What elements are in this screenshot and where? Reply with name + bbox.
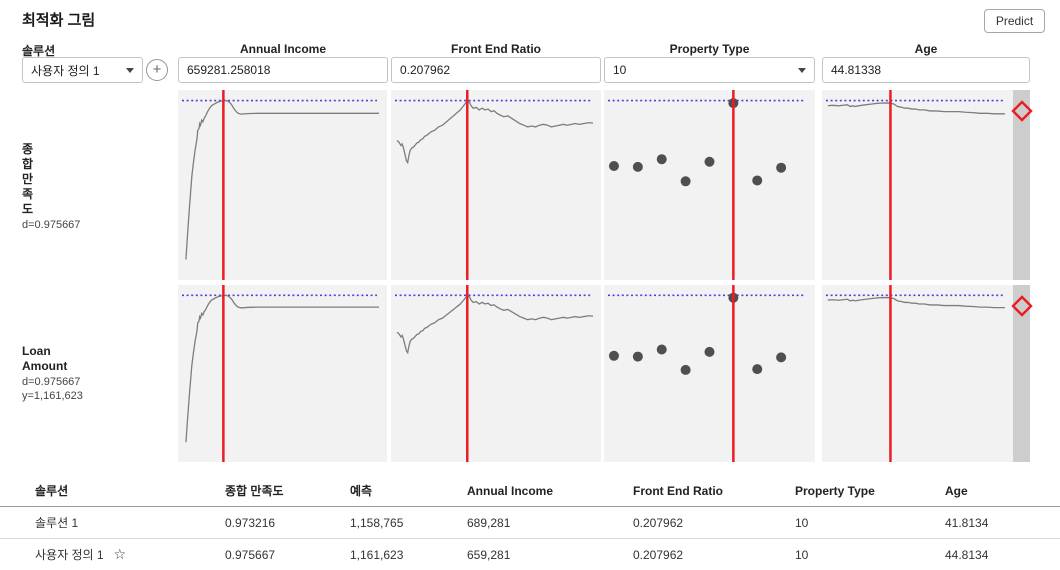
- cell-property-type: 10: [795, 506, 945, 539]
- cell-prediction: 1,161,623: [350, 538, 467, 570]
- age-input[interactable]: [831, 63, 1021, 77]
- factor-field-annual-income[interactable]: [178, 57, 388, 83]
- profiler-panel-loan-amount-property-type[interactable]: [604, 285, 815, 462]
- desirability-strip-row2[interactable]: [1010, 285, 1033, 462]
- table-row-solution-1[interactable]: 솔루션 1 0.973216 1,158,765 689,281 0.20796…: [0, 506, 1060, 539]
- response-name: Loan Amount: [22, 344, 68, 373]
- cell-age: 44.8134: [945, 538, 1060, 570]
- table-row-user-defined-1[interactable]: 사용자 정의 1 ☆ 0.975667 1,161,623 659,281 0.2…: [0, 538, 1060, 570]
- profiler-panel-desirability-property-type[interactable]: [604, 90, 815, 280]
- front-end-ratio-input[interactable]: [400, 63, 592, 77]
- property-type-dropdown-value: 10: [613, 63, 627, 77]
- cell-front-end-ratio: 0.207962: [633, 538, 795, 570]
- factor-label-annual-income: Annual Income: [239, 42, 326, 56]
- cell-annual-income: 689,281: [467, 506, 633, 539]
- col-header-age: Age: [945, 475, 1060, 507]
- col-header-overall-desirability: 종합 만족도: [225, 475, 350, 507]
- chevron-down-icon: [126, 67, 134, 73]
- table-header-row: 솔루션 종합 만족도 예측 Annual Income Front End Ra…: [0, 475, 1060, 507]
- factor-field-front-end-ratio[interactable]: [391, 57, 601, 83]
- profiler-panel-desirability-age[interactable]: [822, 90, 1013, 280]
- star-icon[interactable]: ☆: [113, 546, 127, 562]
- col-header-prediction: 예측: [350, 475, 467, 507]
- profiler-panel-desirability-annual-income[interactable]: [178, 90, 387, 280]
- chevron-down-icon: [798, 67, 806, 73]
- desirability-handle-icon[interactable]: [1010, 100, 1033, 122]
- predict-button[interactable]: Predict: [984, 9, 1045, 33]
- property-type-dropdown[interactable]: 10: [604, 57, 815, 83]
- solutions-table: 솔루션 종합 만족도 예측 Annual Income Front End Ra…: [0, 475, 1060, 570]
- solution-name: 사용자 정의 1: [35, 548, 104, 562]
- page-title: 최적화 그림: [22, 12, 96, 29]
- factor-label-front-end-ratio: Front End Ratio: [451, 42, 541, 56]
- cell-overall-desirability: 0.973216: [225, 506, 350, 539]
- col-header-solution: 솔루션: [0, 475, 225, 507]
- cell-prediction: 1,158,765: [350, 506, 467, 539]
- cell-overall-desirability: 0.975667: [225, 538, 350, 570]
- add-solution-button[interactable]: +: [146, 59, 168, 81]
- profiler-panel-loan-amount-annual-income[interactable]: [178, 285, 387, 462]
- profiler-panel-loan-amount-age[interactable]: [822, 285, 1013, 462]
- factor-label-age: Age: [914, 42, 938, 56]
- response-stats: d=0.975667 y=1,161,623: [22, 376, 83, 402]
- col-header-front-end-ratio: Front End Ratio: [633, 475, 795, 507]
- cell-property-type: 10: [795, 538, 945, 570]
- col-header-property-type: Property Type: [795, 475, 945, 507]
- desirability-strip-row1[interactable]: [1010, 90, 1033, 280]
- profiler-panel-loan-amount-front-end-ratio[interactable]: [391, 285, 601, 462]
- cell-front-end-ratio: 0.207962: [633, 506, 795, 539]
- response-label-overall-desirability: 종 합 만 족 도 d=0.975667: [22, 142, 172, 232]
- solution-dropdown-value: 사용자 정의 1: [31, 63, 100, 78]
- cell-age: 41.8134: [945, 506, 1060, 539]
- response-name: 종 합 만 족 도: [22, 142, 34, 216]
- solution-name: 솔루션 1: [35, 516, 79, 530]
- desirability-handle-icon[interactable]: [1010, 295, 1033, 317]
- response-stats: d=0.975667: [22, 219, 81, 231]
- col-header-annual-income: Annual Income: [467, 475, 633, 507]
- profiler-panel-desirability-front-end-ratio[interactable]: [391, 90, 601, 280]
- solution-dropdown[interactable]: 사용자 정의 1: [22, 57, 143, 83]
- solution-label: 솔루션: [22, 44, 56, 58]
- factor-label-property-type: Property Type: [669, 42, 750, 56]
- annual-income-input[interactable]: [187, 63, 379, 77]
- factor-field-age[interactable]: [822, 57, 1030, 83]
- response-label-loan-amount: Loan Amount d=0.975667 y=1,161,623: [22, 344, 172, 403]
- cell-annual-income: 659,281: [467, 538, 633, 570]
